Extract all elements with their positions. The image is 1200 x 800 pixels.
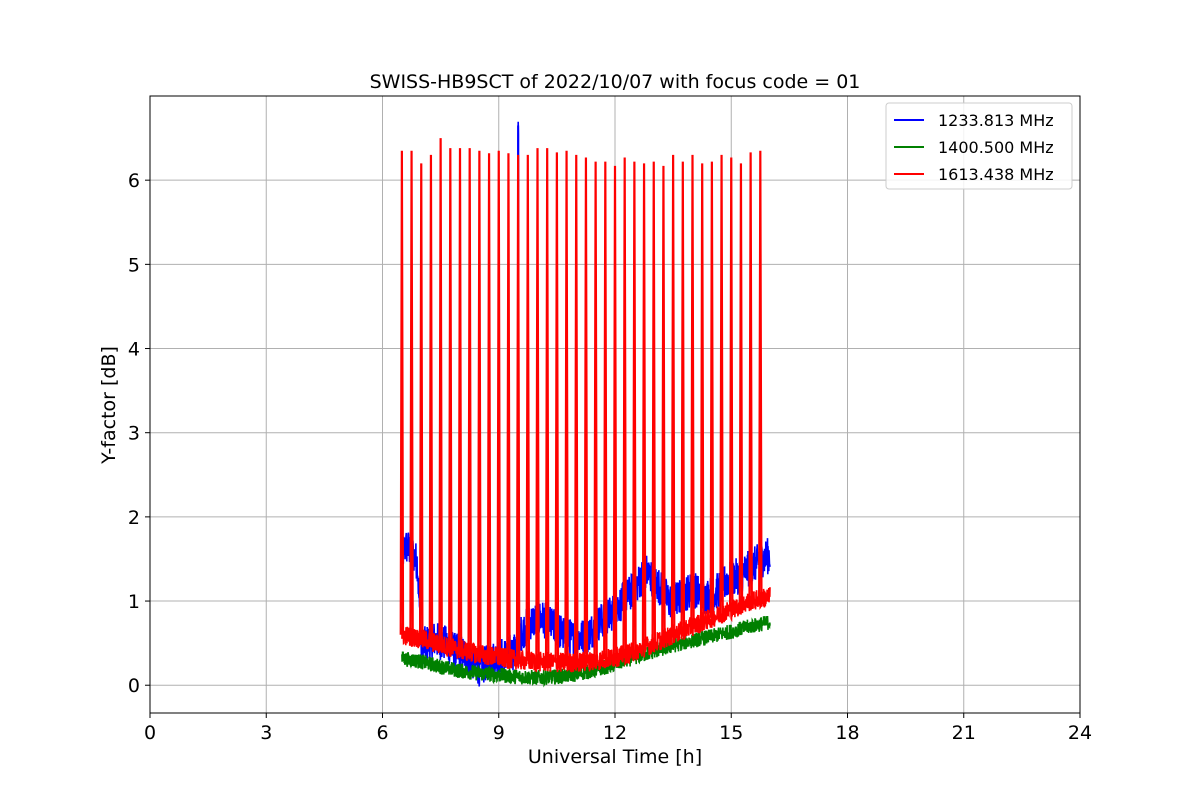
y-ticks: 0 1 2 3 4 5 6 xyxy=(128,170,150,697)
red-spike xyxy=(738,163,744,606)
red-spike xyxy=(758,150,763,599)
x-tick-label: 21 xyxy=(952,722,976,744)
red-spike xyxy=(680,161,686,631)
series-line-2 xyxy=(401,587,771,673)
red-spike xyxy=(622,157,627,655)
red-spike xyxy=(515,154,521,660)
legend-entry: 1613.438 MHz xyxy=(938,165,1054,184)
red-spike xyxy=(573,154,579,663)
red-spike xyxy=(661,165,666,639)
red-spike xyxy=(690,154,695,627)
y-tick-label: 3 xyxy=(128,423,140,445)
legend-box xyxy=(885,102,1073,190)
red-spike xyxy=(467,148,472,652)
legend: 1233.813 MHz 1400.500 MHz 1613.438 MHz xyxy=(885,102,1073,190)
red-spike xyxy=(457,148,463,650)
red-spike xyxy=(496,150,502,658)
red-spike xyxy=(448,148,453,648)
red-spike xyxy=(593,161,598,661)
red-spike xyxy=(506,153,511,659)
x-tick-label: 6 xyxy=(376,722,388,744)
red-spike xyxy=(399,150,405,635)
red-spike xyxy=(554,152,560,663)
y-tick-label: 0 xyxy=(128,675,140,697)
red-spike xyxy=(719,154,724,614)
y-tick-label: 6 xyxy=(128,170,140,192)
red-spike xyxy=(418,163,424,639)
red-spike xyxy=(564,150,569,663)
legend-entry: 1400.500 MHz xyxy=(938,138,1054,157)
red-spike xyxy=(603,161,608,660)
red-spike xyxy=(544,148,550,663)
red-spike xyxy=(709,161,715,618)
legend-entry: 1233.813 MHz xyxy=(938,111,1054,130)
red-spike xyxy=(748,152,753,602)
x-tick-label: 0 xyxy=(144,722,156,744)
x-tick-label: 18 xyxy=(835,722,859,744)
red-spike xyxy=(651,161,657,644)
chart-title: SWISS-HB9SCT of 2022/10/07 with focus co… xyxy=(370,71,861,93)
x-tick-label: 3 xyxy=(260,722,272,744)
red-spike xyxy=(728,157,734,610)
red-spike xyxy=(486,153,492,656)
y-axis-label: Y-factor [dB] xyxy=(98,346,120,465)
red-spike xyxy=(477,150,482,655)
x-ticks: 0 3 6 9 12 15 18 21 24 xyxy=(144,713,1092,744)
red-spike xyxy=(641,163,647,648)
red-spike xyxy=(632,161,637,652)
x-tick-label: 12 xyxy=(603,722,627,744)
y-tick-label: 4 xyxy=(128,339,140,361)
x-tick-label: 15 xyxy=(719,722,743,744)
x-tick-label: 24 xyxy=(1068,722,1092,744)
red-spike xyxy=(699,163,705,623)
red-spike xyxy=(670,154,676,635)
y-tick-label: 2 xyxy=(128,507,140,529)
red-spike xyxy=(409,150,414,637)
red-spike xyxy=(438,138,443,645)
red-spike xyxy=(525,154,531,661)
red-spike xyxy=(428,154,434,642)
series-layer xyxy=(399,121,771,688)
y-tick-label: 1 xyxy=(128,591,140,613)
red-spike xyxy=(612,165,618,658)
red-spike xyxy=(535,148,540,662)
x-tick-label: 9 xyxy=(493,722,505,744)
red-spike xyxy=(583,157,589,662)
y-tick-label: 5 xyxy=(128,254,140,276)
x-axis-label: Universal Time [h] xyxy=(528,746,702,768)
